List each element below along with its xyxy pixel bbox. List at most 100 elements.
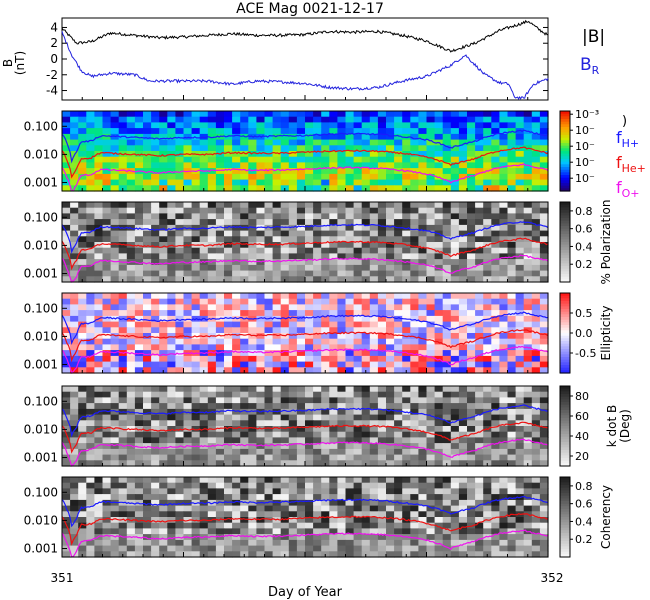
heatmap-cell xyxy=(475,304,484,311)
heatmap-cell xyxy=(394,145,403,152)
heatmap-cell xyxy=(70,315,79,323)
heatmap-cell xyxy=(467,111,476,118)
heatmap-cell xyxy=(143,367,152,374)
heatmap-cell xyxy=(531,173,541,181)
heatmap-cell xyxy=(183,431,193,438)
heatmap-cell xyxy=(499,321,509,328)
heatmap-cell xyxy=(94,264,104,272)
heatmap-cell xyxy=(126,179,136,186)
heatmap-cell xyxy=(418,545,428,552)
heatmap-cell xyxy=(353,517,363,524)
heatmap-cell xyxy=(94,431,104,438)
heatmap-cell xyxy=(272,534,282,541)
heatmap-cell xyxy=(86,145,95,152)
heatmap-cell xyxy=(296,420,306,427)
freq-tick-label: 0.100 xyxy=(24,301,58,315)
heatmap-cell xyxy=(305,122,314,129)
heatmap-cell xyxy=(272,270,282,277)
heatmap-cell xyxy=(151,482,160,489)
heatmap-cell xyxy=(515,338,525,345)
heatmap-cell xyxy=(539,397,549,404)
heatmap-cell xyxy=(256,344,266,351)
heatmap-cell xyxy=(361,426,371,433)
colorbar-swatch xyxy=(560,420,570,424)
heatmap-cell xyxy=(272,443,282,450)
heatmap-cell xyxy=(483,437,492,444)
heatmap-cell xyxy=(418,185,428,192)
heatmap-cell xyxy=(467,213,476,220)
heatmap-cell xyxy=(321,448,330,456)
heatmap-cell xyxy=(515,128,525,135)
heatmap-cell xyxy=(394,111,403,118)
heatmap-cell xyxy=(499,253,509,260)
heatmap-cell xyxy=(531,122,541,129)
heatmap-cell xyxy=(507,168,517,175)
heatmap-cell xyxy=(394,253,403,260)
heatmap-cell xyxy=(515,482,525,489)
heatmap-cell xyxy=(313,437,322,444)
heatmap-cell xyxy=(118,517,128,524)
heatmap-cell xyxy=(232,545,241,552)
heatmap-cell xyxy=(361,528,371,535)
heatmap-cell xyxy=(321,517,330,524)
heatmap-cell xyxy=(280,414,290,421)
heatmap-cell xyxy=(539,539,549,547)
heatmap-cell xyxy=(305,156,314,163)
heatmap-cell xyxy=(248,168,257,175)
heatmap-cell xyxy=(102,128,112,135)
heatmap-cell xyxy=(418,494,428,501)
heatmap-cell xyxy=(410,133,419,141)
heatmap-cell xyxy=(353,448,363,456)
heatmap-cell xyxy=(248,539,257,547)
heatmap-cells-4 xyxy=(62,386,549,467)
heatmap-cell xyxy=(232,128,241,135)
heatmap-cell xyxy=(110,522,120,529)
heatmap-cell xyxy=(224,111,233,118)
heatmap-cell xyxy=(353,247,363,254)
heatmap-cell xyxy=(499,545,509,552)
heatmap-cell xyxy=(175,173,185,181)
heatmap-cell xyxy=(296,426,306,433)
freq-tick-label: 0.010 xyxy=(24,238,58,252)
heatmap-cell xyxy=(369,338,379,345)
heatmap-cell xyxy=(199,528,209,535)
heatmap-cell xyxy=(183,247,193,254)
heatmap-cell xyxy=(70,494,79,501)
heatmap-cell xyxy=(442,116,452,123)
heatmap-cell xyxy=(264,230,274,237)
heatmap-cell xyxy=(345,397,355,404)
heatmap-cell xyxy=(288,460,298,467)
heatmap-cell xyxy=(248,391,257,398)
heatmap-cell xyxy=(199,511,209,518)
heatmap-cell xyxy=(515,386,525,393)
heatmap-cell xyxy=(199,391,209,398)
heatmap-cell xyxy=(78,338,87,345)
heatmap-cell xyxy=(418,213,428,220)
heatmap-cell xyxy=(539,528,549,535)
heatmap-cell xyxy=(248,420,257,427)
heatmap-cell xyxy=(313,185,322,192)
heatmap-cell xyxy=(499,397,509,404)
heatmap-cell xyxy=(296,304,306,311)
heatmap-cell xyxy=(515,202,525,209)
heatmap-cell xyxy=(207,270,217,277)
heatmap-cell xyxy=(256,350,266,357)
heatmap-cell xyxy=(224,230,233,237)
colorbar-swatch xyxy=(560,423,570,427)
heatmap-cell xyxy=(191,111,201,118)
heatmap-cell xyxy=(410,397,419,404)
heatmap-cell xyxy=(248,185,257,192)
heatmap-cell xyxy=(248,327,257,334)
heatmap-cell xyxy=(523,304,533,311)
heatmap-cell xyxy=(458,338,468,345)
heatmap-cell xyxy=(345,139,355,146)
heatmap-cell xyxy=(78,386,87,393)
heatmap-cell xyxy=(491,185,500,192)
heatmap-cell xyxy=(458,122,468,129)
heatmap-cell xyxy=(207,505,217,512)
heatmap-cell xyxy=(134,128,144,135)
heatmap-cell xyxy=(151,539,160,547)
heatmap-cell xyxy=(118,202,128,209)
heatmap-cell xyxy=(345,494,355,501)
heatmap-cell xyxy=(62,391,71,398)
